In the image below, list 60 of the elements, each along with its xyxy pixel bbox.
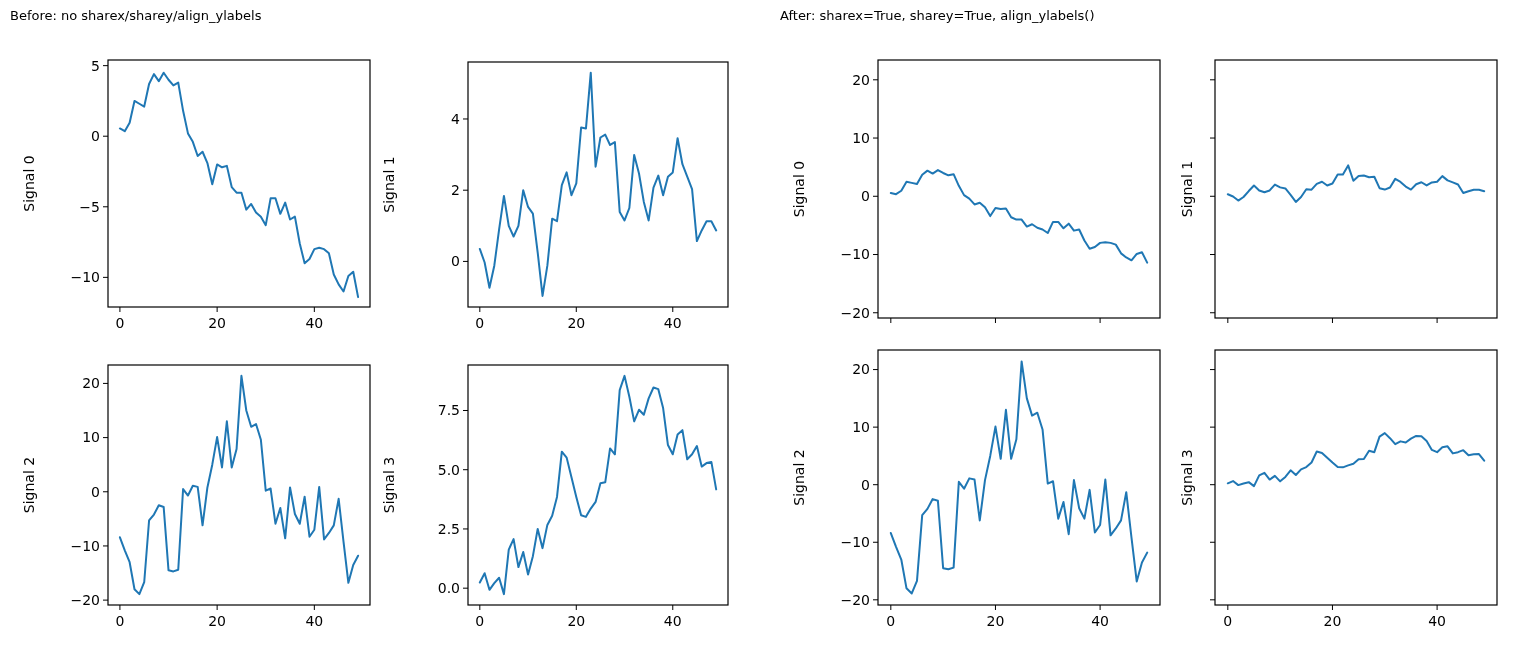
y-tick-label: 0.0: [437, 580, 460, 597]
y-axis-title: Signal 0: [791, 160, 807, 218]
y-tick-label: 4: [451, 110, 461, 127]
x-tick-label: 0: [115, 315, 125, 331]
y-tick-label: 0: [451, 253, 460, 270]
y-tick-label: −10: [70, 537, 100, 554]
y-tick-label: 5: [91, 57, 100, 74]
y-axis-title: Signal 3: [381, 456, 397, 514]
y-tick-label: 10: [852, 419, 870, 436]
y-axis-title: Signal 2: [21, 456, 37, 514]
x-tick-label: 20: [567, 315, 586, 331]
y-axis-title: Signal 3: [1179, 449, 1195, 506]
x-tick-label: 40: [1091, 613, 1110, 629]
y-tick-label: 10: [852, 129, 870, 146]
line-series: [889, 360, 1149, 595]
y-tick-label: 20: [852, 361, 870, 378]
line-series: [889, 169, 1149, 264]
y-tick-label: 0: [861, 476, 870, 493]
y-tick-label: 10: [82, 429, 100, 446]
y-tick-label: 0: [91, 483, 100, 500]
y-tick-label: 2.5: [437, 520, 460, 537]
line-series: [478, 374, 718, 596]
x-tick-label: 40: [305, 613, 324, 629]
y-tick-label: −10: [840, 246, 870, 263]
chart-title: Before: no sharex/sharey/align_ylabels: [10, 8, 262, 23]
x-tick-label: 20: [208, 315, 227, 331]
y-tick-label: −20: [840, 304, 870, 321]
line-series: [118, 71, 360, 299]
y-tick-label: 0: [91, 128, 100, 145]
y-axis-title: Signal 1: [1179, 160, 1195, 218]
y-axis-title: Signal 2: [791, 449, 807, 506]
y-tick-label: −5: [79, 198, 100, 215]
x-tick-label: 0: [886, 613, 896, 629]
x-tick-label: 40: [305, 315, 324, 331]
y-tick-label: −10: [70, 269, 100, 286]
x-tick-label: 0: [115, 613, 125, 629]
x-tick-label: 20: [567, 613, 586, 629]
y-tick-label: 0: [861, 188, 870, 205]
x-tick-label: 40: [663, 315, 682, 331]
x-tick-label: 0: [475, 315, 485, 331]
y-tick-label: −20: [840, 591, 870, 608]
x-tick-label: 20: [1323, 613, 1342, 629]
x-tick-label: 40: [663, 613, 682, 629]
x-tick-label: 20: [208, 613, 227, 629]
x-tick-label: 0: [1223, 613, 1233, 629]
y-tick-label: 5.0: [437, 461, 460, 478]
x-tick-label: 20: [986, 613, 1005, 629]
y-axis-title: Signal 1: [381, 156, 397, 213]
chart-title: After: sharex=True, sharey=True, align_ylabels(): [780, 8, 1095, 23]
line-series: [478, 71, 718, 297]
y-tick-label: −20: [70, 592, 100, 609]
x-tick-label: 0: [475, 613, 485, 629]
line-series: [118, 374, 360, 596]
y-tick-label: −10: [840, 534, 870, 551]
x-tick-label: 40: [1428, 613, 1447, 629]
y-tick-label: 20: [82, 375, 100, 392]
y-tick-label: 7.5: [437, 402, 460, 419]
y-axis-title: Signal 0: [21, 155, 37, 212]
y-tick-label: 20: [852, 71, 870, 88]
y-tick-label: 2: [451, 182, 460, 199]
